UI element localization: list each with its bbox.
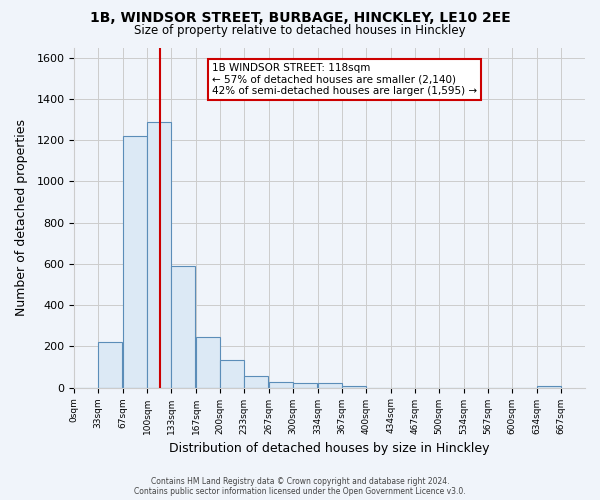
Bar bbox=[537, 386, 561, 388]
Bar bbox=[147, 122, 171, 388]
Bar bbox=[244, 376, 268, 388]
Bar bbox=[98, 342, 122, 388]
Text: Contains HM Land Registry data © Crown copyright and database right 2024.
Contai: Contains HM Land Registry data © Crown c… bbox=[134, 476, 466, 496]
Text: Size of property relative to detached houses in Hinckley: Size of property relative to detached ho… bbox=[134, 24, 466, 37]
X-axis label: Distribution of detached houses by size in Hinckley: Distribution of detached houses by size … bbox=[169, 442, 490, 455]
Bar bbox=[269, 382, 293, 388]
Bar bbox=[196, 337, 220, 388]
Bar bbox=[171, 266, 196, 388]
Bar bbox=[123, 136, 147, 388]
Bar bbox=[318, 383, 342, 388]
Text: 1B, WINDSOR STREET, BURBAGE, HINCKLEY, LE10 2EE: 1B, WINDSOR STREET, BURBAGE, HINCKLEY, L… bbox=[89, 11, 511, 25]
Bar bbox=[293, 383, 317, 388]
Bar bbox=[342, 386, 366, 388]
Text: 1B WINDSOR STREET: 118sqm
← 57% of detached houses are smaller (2,140)
42% of se: 1B WINDSOR STREET: 118sqm ← 57% of detac… bbox=[212, 63, 477, 96]
Y-axis label: Number of detached properties: Number of detached properties bbox=[15, 119, 28, 316]
Bar bbox=[220, 360, 244, 388]
